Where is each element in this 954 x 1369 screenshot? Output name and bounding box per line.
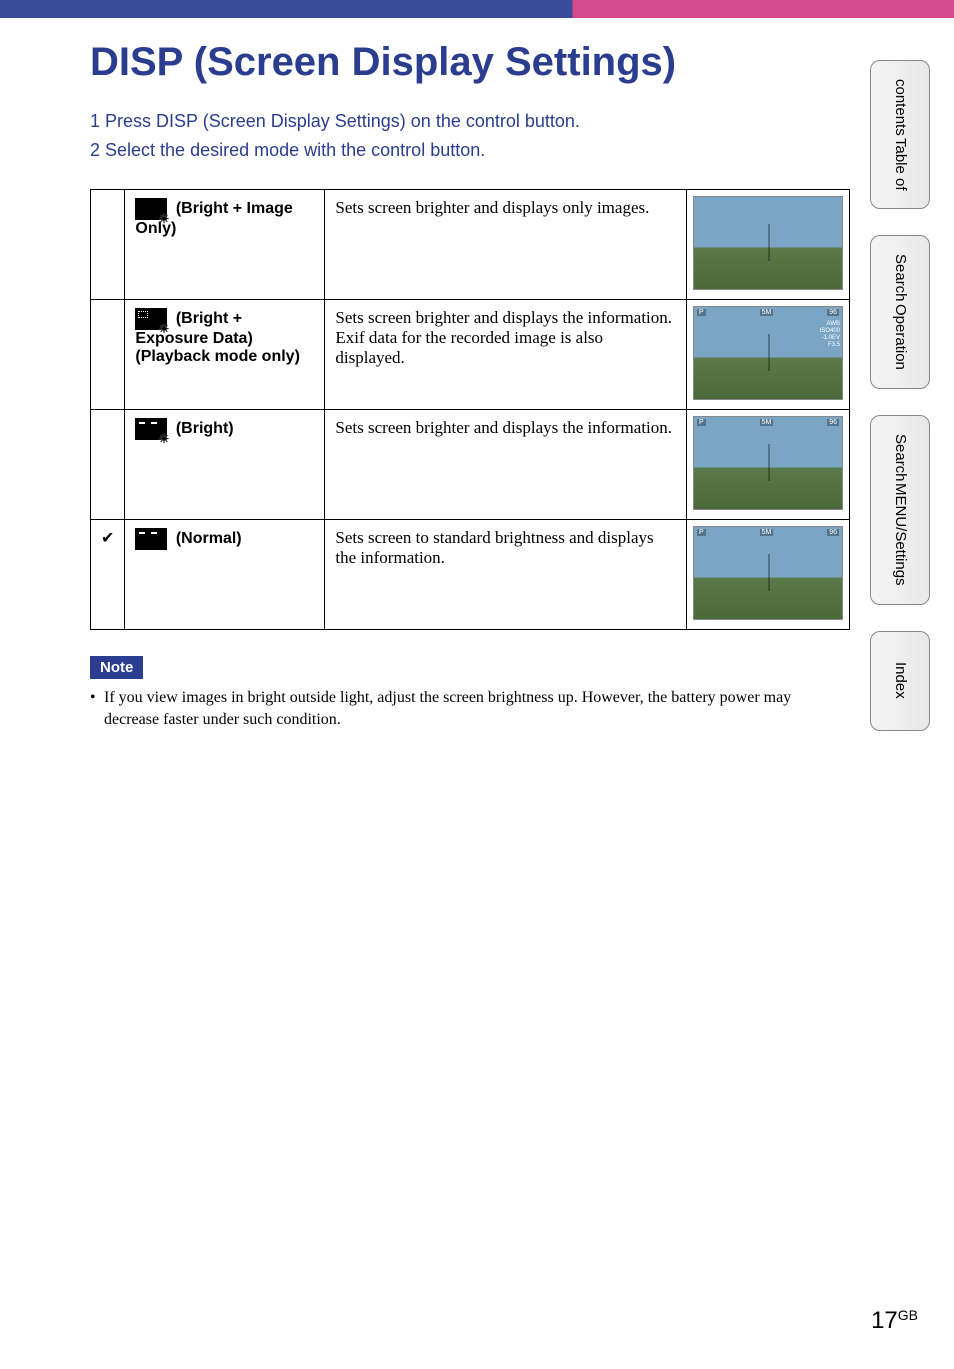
- mode-label: (Normal): [171, 530, 241, 547]
- overlay-count: 96: [827, 419, 839, 426]
- mode-label-cell: (Bright + Image Only): [125, 189, 325, 299]
- mode-desc: Sets screen brighter and displays the in…: [325, 299, 687, 409]
- steps-list: 1 Press DISP (Screen Display Settings) o…: [90, 107, 850, 165]
- tab-operation-search[interactable]: Search Operation: [870, 235, 930, 388]
- check-cell: [91, 409, 125, 519]
- mode-label-cell: (Bright): [125, 409, 325, 519]
- side-tabs: contents Table of Search Operation Searc…: [870, 60, 930, 731]
- note-badge: Note: [90, 656, 143, 679]
- tab-line: Search: [891, 434, 909, 482]
- table-row: (Bright + Exposure Data) (Playback mode …: [91, 299, 850, 409]
- thumb-cell: P 5M 96 AWB ISO400 -1.0EV F3.5: [687, 299, 850, 409]
- table-row: (Normal) Sets screen to standard brightn…: [91, 519, 850, 629]
- thumb-overlay-right: AWB ISO400 -1.0EV F3.5: [820, 321, 840, 350]
- bright-icon: [135, 418, 167, 440]
- check-cell: [91, 519, 125, 629]
- check-cell: [91, 299, 125, 409]
- note-text: If you view images in bright outside lig…: [90, 687, 850, 732]
- mode-label-cell: (Normal): [125, 519, 325, 629]
- table-row: (Bright) Sets screen brighter and displa…: [91, 409, 850, 519]
- thumb-cell: [687, 189, 850, 299]
- mode-desc: Sets screen brighter and displays only i…: [325, 189, 687, 299]
- overlay-size: 5M: [760, 309, 774, 316]
- step-1: 1 Press DISP (Screen Display Settings) o…: [90, 107, 850, 136]
- thumb-overlay-top: P 5M 96: [697, 529, 839, 536]
- normal-icon: [135, 528, 167, 550]
- table-row: (Bright + Image Only) Sets screen bright…: [91, 189, 850, 299]
- thumb-overlay-top: P 5M 96: [697, 309, 839, 316]
- thumbnail-image: [693, 196, 843, 290]
- mode-desc: Sets screen to standard brightness and d…: [325, 519, 687, 629]
- mode-desc: Sets screen brighter and displays the in…: [325, 409, 687, 519]
- overlay-count: 96: [827, 309, 839, 316]
- page-title: DISP (Screen Display Settings): [90, 40, 850, 85]
- thumb-overlay-top: P 5M 96: [697, 419, 839, 426]
- tab-line: contents: [891, 79, 909, 136]
- thumbnail-image: P 5M 96: [693, 416, 843, 510]
- tab-line: Table of: [891, 138, 909, 191]
- tab-line: Search: [891, 254, 909, 302]
- overlay-size: 5M: [760, 419, 774, 426]
- checkmark-icon: [101, 530, 114, 547]
- tab-line: MENU/Settings: [891, 483, 909, 586]
- tab-index[interactable]: Index: [870, 631, 930, 731]
- modes-table: (Bright + Image Only) Sets screen bright…: [90, 189, 850, 630]
- overlay-mode: P: [697, 419, 706, 426]
- step-2: 2 Select the desired mode with the contr…: [90, 136, 850, 165]
- page-number: 17GB: [871, 1307, 918, 1335]
- thumbnail-image: P 5M 96 AWB ISO400 -1.0EV F3.5: [693, 306, 843, 400]
- tab-menu-settings-search[interactable]: Search MENU/Settings: [870, 415, 930, 605]
- tab-line: Index: [891, 662, 909, 699]
- overlay-count: 96: [827, 529, 839, 536]
- bright-image-only-icon: [135, 198, 167, 220]
- page-number-value: 17: [871, 1307, 898, 1334]
- thumbnail-image: P 5M 96: [693, 526, 843, 620]
- check-cell: [91, 189, 125, 299]
- mode-label-cell: (Bright + Exposure Data) (Playback mode …: [125, 299, 325, 409]
- bright-exposure-icon: [135, 308, 167, 330]
- thumb-cell: P 5M 96: [687, 409, 850, 519]
- tab-line: Operation: [891, 304, 909, 370]
- top-color-bar: [0, 0, 954, 18]
- page-suffix: GB: [898, 1307, 918, 1323]
- overlay-size: 5M: [760, 529, 774, 536]
- overlay-mode: P: [697, 309, 706, 316]
- mode-label: (Bright): [171, 420, 233, 437]
- main-content: DISP (Screen Display Settings) 1 Press D…: [90, 40, 850, 731]
- overlay-mode: P: [697, 529, 706, 536]
- thumb-cell: P 5M 96: [687, 519, 850, 629]
- tab-table-of-contents[interactable]: contents Table of: [870, 60, 930, 209]
